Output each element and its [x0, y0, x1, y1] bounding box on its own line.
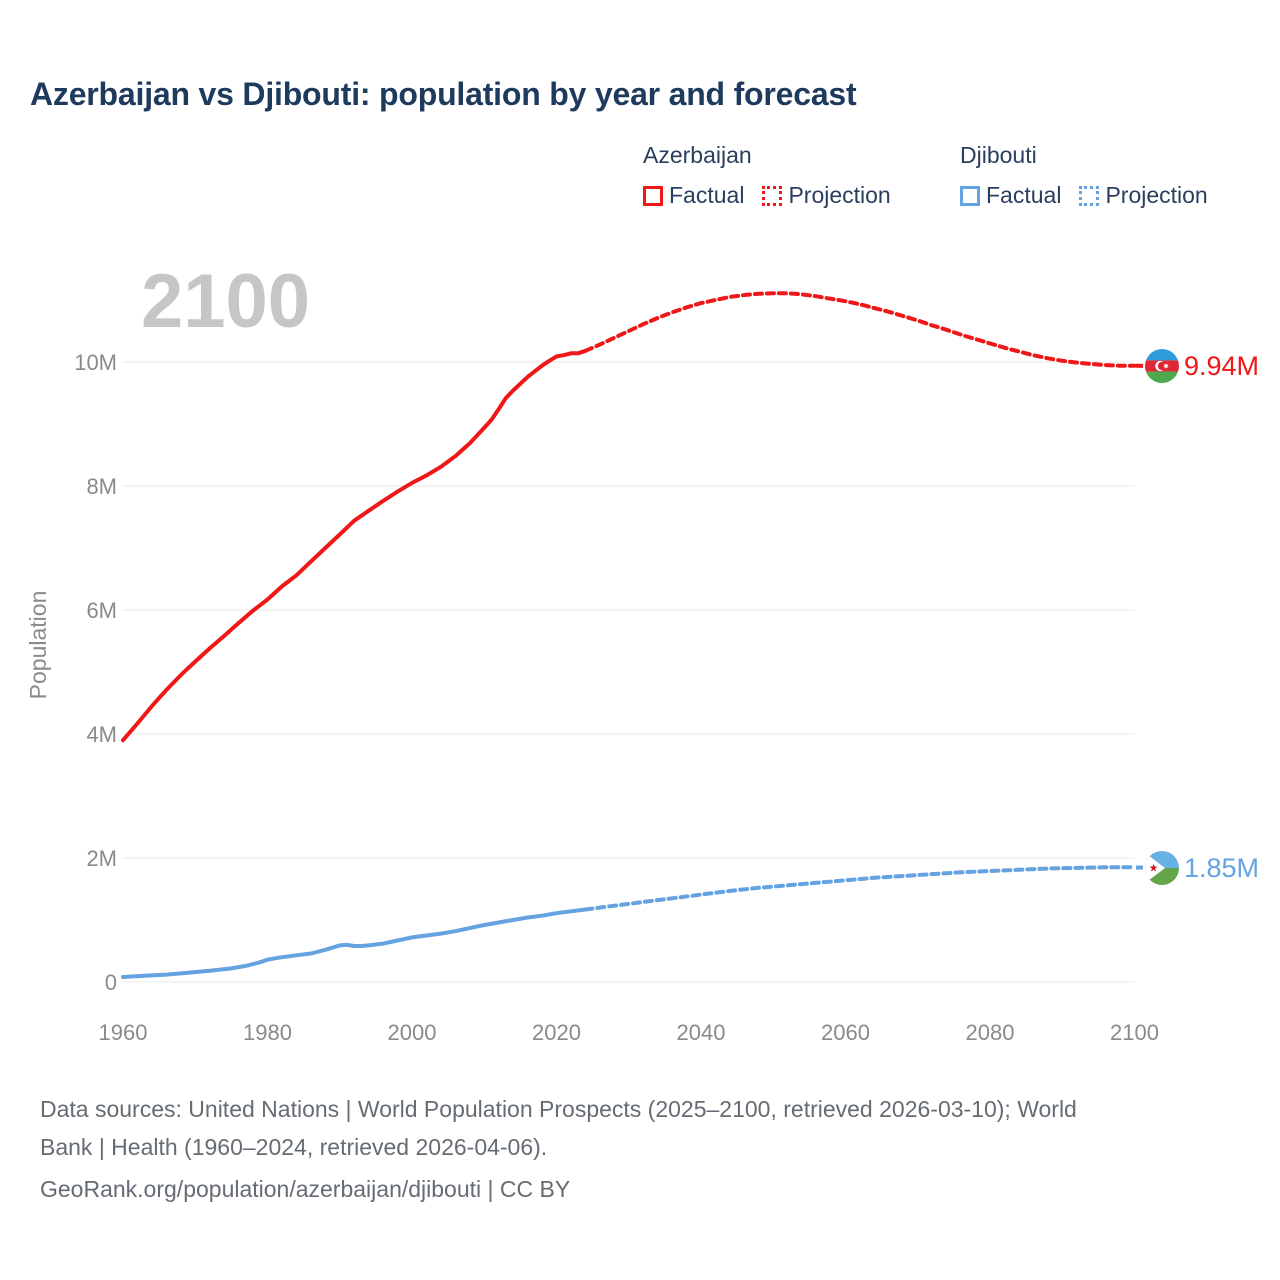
djibouti-factual-line	[121, 907, 588, 979]
legend-group-djibouti: Djibouti Factual Projection	[960, 142, 1208, 209]
dotted-line-swatch-icon	[1079, 185, 1100, 206]
y-tick-label: 2M	[86, 846, 117, 871]
djibouti-projection-line	[583, 865, 1137, 912]
djibouti-flag-icon	[1145, 851, 1179, 885]
legend-item-azerbaijan-factual: Factual	[643, 182, 744, 209]
legend-item-label: Projection	[788, 182, 891, 208]
legend-item-label: Projection	[1105, 182, 1208, 208]
djibouti-end-value-label: 1.85M	[1184, 853, 1259, 883]
footer: Data sources: United Nations | World Pop…	[40, 1090, 1230, 1208]
solid-line-swatch-icon	[643, 185, 663, 206]
azerbaijan-factual-line	[121, 348, 588, 743]
y-tick-label: 6M	[86, 598, 117, 623]
y-tick-label: 4M	[86, 722, 117, 747]
page-title: Azerbaijan vs Djibouti: population by ye…	[30, 76, 857, 112]
legend: Azerbaijan Factual Projection Djibouti F…	[0, 142, 1280, 232]
attribution-line: GeoRank.org/population/azerbaijan/djibou…	[40, 1176, 571, 1202]
x-tick-label: 2000	[388, 1020, 437, 1045]
y-tick-label: 0	[105, 970, 117, 995]
legend-title-azerbaijan: Azerbaijan	[643, 142, 752, 168]
data-sources-line-2: Bank | Health (1960–2024, retrieved 2026…	[40, 1134, 548, 1160]
x-tick-label: 2040	[677, 1020, 726, 1045]
x-tick-label: 2080	[966, 1020, 1015, 1045]
x-tick-label: 1960	[99, 1020, 148, 1045]
y-tick-label: 10M	[74, 350, 117, 375]
data-sources-line-1: Data sources: United Nations | World Pop…	[40, 1096, 1077, 1122]
legend-item-label: Factual	[669, 182, 745, 208]
gridlines	[123, 361, 1135, 983]
year-watermark: 2100	[141, 259, 311, 344]
x-tick-label: 2100	[1110, 1020, 1159, 1045]
x-tick-label: 1980	[243, 1020, 292, 1045]
axis-ticks: 0 2M 4M 6M 8M 10M 1960 1980 2000 2020 2040 2060 2080…	[74, 350, 1159, 1045]
legend-item-label: Factual	[986, 182, 1062, 208]
y-tick-label: 8M	[86, 474, 117, 499]
x-tick-label: 2020	[532, 1020, 581, 1045]
azerbaijan-flag-icon	[1145, 349, 1179, 383]
dotted-line-swatch-icon	[762, 185, 783, 206]
y-axis-title: Population	[25, 591, 51, 700]
azerbaijan-projection-line	[583, 291, 1137, 368]
x-tick-label: 2060	[821, 1020, 870, 1045]
legend-group-azerbaijan: Azerbaijan Factual Projection	[643, 142, 891, 209]
legend-item-azerbaijan-projection: Projection	[762, 182, 891, 209]
legend-title-djibouti: Djibouti	[960, 142, 1037, 168]
legend-item-djibouti-factual: Factual	[960, 182, 1061, 209]
azerbaijan-end-value-label: 9.94M	[1184, 351, 1259, 381]
solid-line-swatch-icon	[960, 185, 980, 206]
legend-item-djibouti-projection: Projection	[1079, 182, 1208, 209]
series-lines	[121, 291, 1137, 979]
